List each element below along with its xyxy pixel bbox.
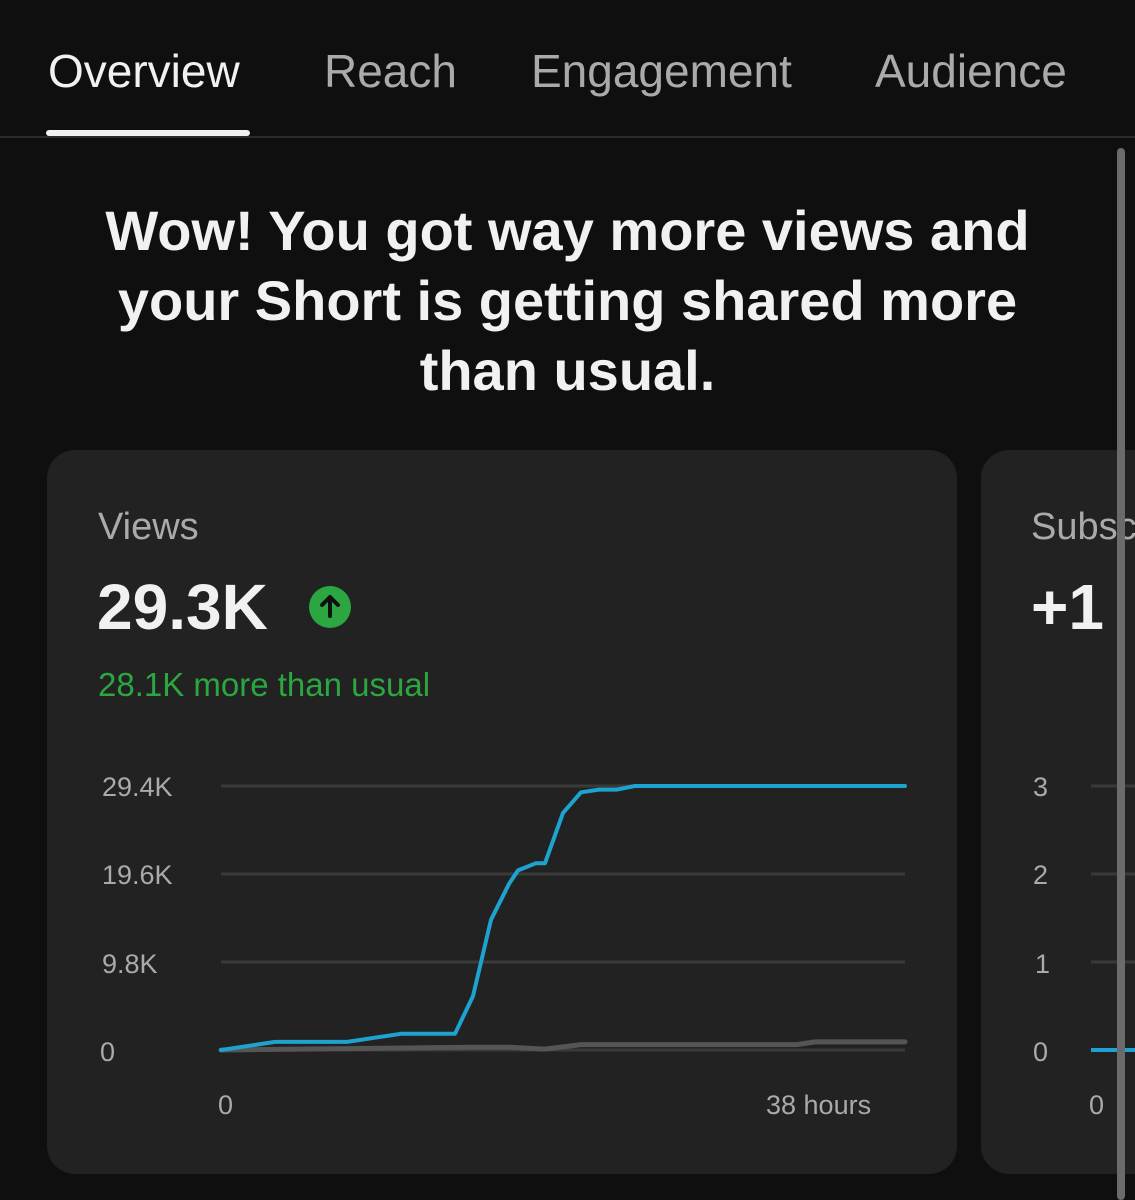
tab-audience[interactable]: Audience [875, 45, 1067, 97]
views-series-line [219, 784, 907, 1052]
scrollbar[interactable] [1117, 148, 1125, 1200]
y-tick-label: 1 [1035, 949, 1051, 979]
x-tick-label: 0 [218, 1090, 234, 1120]
y-tick-label: 19.6K [102, 860, 173, 890]
tab-engagement[interactable]: Engagement [531, 45, 792, 97]
y-tick-label: 2 [1033, 860, 1049, 890]
y-tick-label: 3 [1033, 772, 1049, 802]
y-tick-label: 0 [100, 1037, 116, 1067]
x-tick-label: 0 [1089, 1090, 1105, 1120]
y-tick-label: 9.8K [102, 949, 158, 979]
views-label: Views [98, 506, 199, 548]
x-tick-label: 38 hours [766, 1090, 872, 1120]
views-gridlines [221, 784, 905, 1052]
views-delta: 28.1K more than usual [98, 666, 431, 703]
subscribers-chart [1091, 784, 1135, 1052]
subscribers-gridlines [1091, 784, 1135, 1052]
arrow-up-icon [309, 586, 351, 628]
tab-overview[interactable]: Overview [48, 45, 240, 97]
tab-bar: Overview Reach Engagement Audience [0, 0, 1135, 138]
views-chart [218, 784, 908, 1053]
subscribers-card[interactable]: Subscribers +1 3 2 1 0 0 [981, 450, 1135, 1174]
y-tick-label: 29.4K [102, 772, 173, 802]
tab-reach[interactable]: Reach [324, 45, 457, 97]
active-tab-indicator [46, 130, 250, 136]
insight-headline: Wow! You got way more views and your Sho… [105, 199, 1030, 402]
y-tick-label: 0 [1033, 1037, 1049, 1067]
typical-views-series-line [218, 1039, 908, 1053]
views-card[interactable]: Views 29.3K 28.1K more than usual 29.4K … [47, 450, 957, 1174]
views-series [218, 784, 908, 1053]
views-value: 29.3K [97, 571, 268, 643]
subscribers-value: +1 [1031, 571, 1104, 643]
